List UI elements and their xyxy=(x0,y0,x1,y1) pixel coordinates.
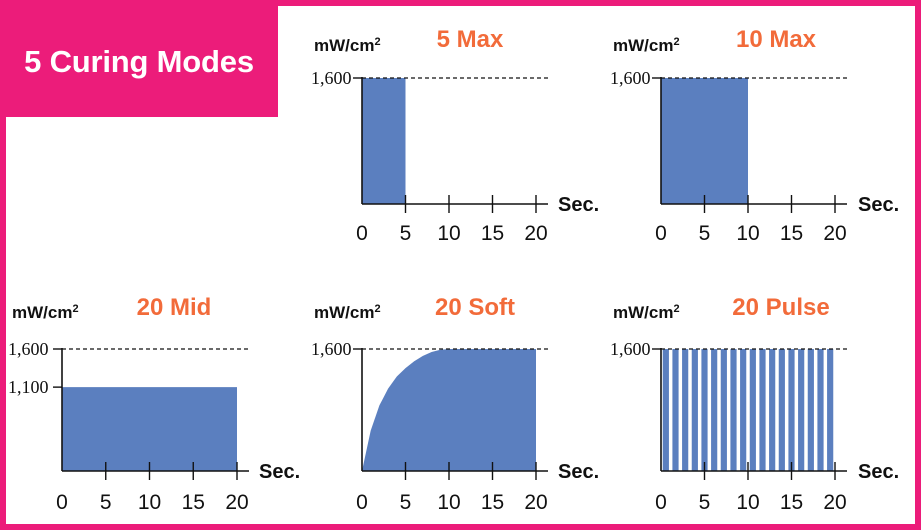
chart-2-ytick-label: 1,100 xyxy=(8,377,49,397)
chart-0-x-axis-label: Sec. xyxy=(558,194,599,216)
chart-0-xtick-label: 15 xyxy=(481,222,504,245)
chart-3-unit-label: mW/cm2 xyxy=(314,303,381,322)
chart-4-xtick-label: 15 xyxy=(780,491,803,514)
chart-4-pulse-bar xyxy=(788,349,795,471)
chart-3-x-axis-label: Sec. xyxy=(558,461,599,483)
chart-4-pulse-bar xyxy=(749,349,756,471)
chart-2-unit-label: mW/cm2 xyxy=(12,303,79,322)
chart-1-xtick-label: 15 xyxy=(780,222,803,245)
chart-4-pulse-bar xyxy=(807,349,814,471)
chart-4-pulse-bar xyxy=(682,349,689,471)
chart-1-ytick-label: 1,600 xyxy=(610,68,651,88)
chart-2-mode-title: 20 Mid xyxy=(137,294,212,321)
chart-4-pulse-bar xyxy=(778,349,785,471)
chart-0-xtick-label: 10 xyxy=(437,222,460,245)
chart-4-pulse-bar xyxy=(827,349,834,471)
chart-2-area xyxy=(62,387,237,471)
chart-1-mode-title: 10 Max xyxy=(736,26,817,53)
chart-3-xtick-label: 0 xyxy=(356,491,368,514)
chart-1-area xyxy=(661,78,748,204)
chart-3-xtick-label: 5 xyxy=(400,491,412,514)
chart-4-pulse-bar xyxy=(711,349,718,471)
chart-4-xtick-label: 10 xyxy=(736,491,759,514)
chart-3-xtick-label: 20 xyxy=(524,491,547,514)
chart-1-unit-label: mW/cm2 xyxy=(613,36,680,55)
chart-2-xtick-label: 20 xyxy=(225,491,248,514)
badge-title: 5 Curing Modes xyxy=(24,43,254,79)
chart-3-area xyxy=(362,349,536,471)
chart-4-pulse-bar xyxy=(691,349,698,471)
chart-0-unit-label: mW/cm2 xyxy=(314,36,381,55)
chart-0-xtick-label: 5 xyxy=(400,222,412,245)
chart-3-mode-title: 20 Soft xyxy=(435,294,515,321)
chart-4-pulse-bar xyxy=(730,349,737,471)
curing-modes-badge: 5 Curing Modes xyxy=(6,6,278,117)
chart-0-mode-title: 5 Max xyxy=(437,26,504,53)
chart-4-pulse-bar xyxy=(672,349,679,471)
chart-2-xtick-label: 10 xyxy=(138,491,161,514)
chart-4-pulse-bar xyxy=(817,349,824,471)
chart-2-ytick-label: 1,600 xyxy=(8,339,49,359)
chart-4-xtick-label: 0 xyxy=(655,491,667,514)
chart-0-area xyxy=(362,78,406,204)
chart-4-unit-label: mW/cm2 xyxy=(613,303,680,322)
chart-3-ytick-label: 1,600 xyxy=(311,339,352,359)
chart-4-xtick-label: 5 xyxy=(699,491,711,514)
chart-1-xtick-label: 20 xyxy=(823,222,846,245)
chart-4-pulse-bar xyxy=(798,349,805,471)
chart-1-xtick-label: 10 xyxy=(736,222,759,245)
chart-0-xtick-label: 0 xyxy=(356,222,368,245)
chart-3-xtick-label: 15 xyxy=(481,491,504,514)
chart-4-pulse-bar xyxy=(769,349,776,471)
chart-4-pulse-bar xyxy=(662,349,669,471)
chart-0-xtick-label: 20 xyxy=(524,222,547,245)
charts-root: 5 Max mW/cm2 1,600 0 5 10 15 20 Sec. 10 Max mW/cm2… xyxy=(8,26,899,514)
chart-2-xtick-label: 15 xyxy=(182,491,205,514)
chart-1-x-axis-label: Sec. xyxy=(858,194,899,216)
chart-4-pulse-bar xyxy=(740,349,747,471)
chart-1-xtick-label: 5 xyxy=(699,222,711,245)
chart-0-ytick-label: 1,600 xyxy=(311,68,352,88)
chart-4-pulse-bar xyxy=(701,349,708,471)
chart-4-pulse-bar xyxy=(759,349,766,471)
chart-4-mode-title: 20 Pulse xyxy=(732,294,829,321)
chart-4-pulse-bar xyxy=(720,349,727,471)
chart-2-x-axis-label: Sec. xyxy=(259,461,300,483)
chart-4-x-axis-label: Sec. xyxy=(858,461,899,483)
chart-3-xtick-label: 10 xyxy=(437,491,460,514)
chart-2-xtick-label: 5 xyxy=(100,491,112,514)
chart-4-ytick-label: 1,600 xyxy=(610,339,651,359)
chart-2-xtick-label: 0 xyxy=(56,491,68,514)
chart-4-xtick-label: 20 xyxy=(823,491,846,514)
chart-1-xtick-label: 0 xyxy=(655,222,667,245)
